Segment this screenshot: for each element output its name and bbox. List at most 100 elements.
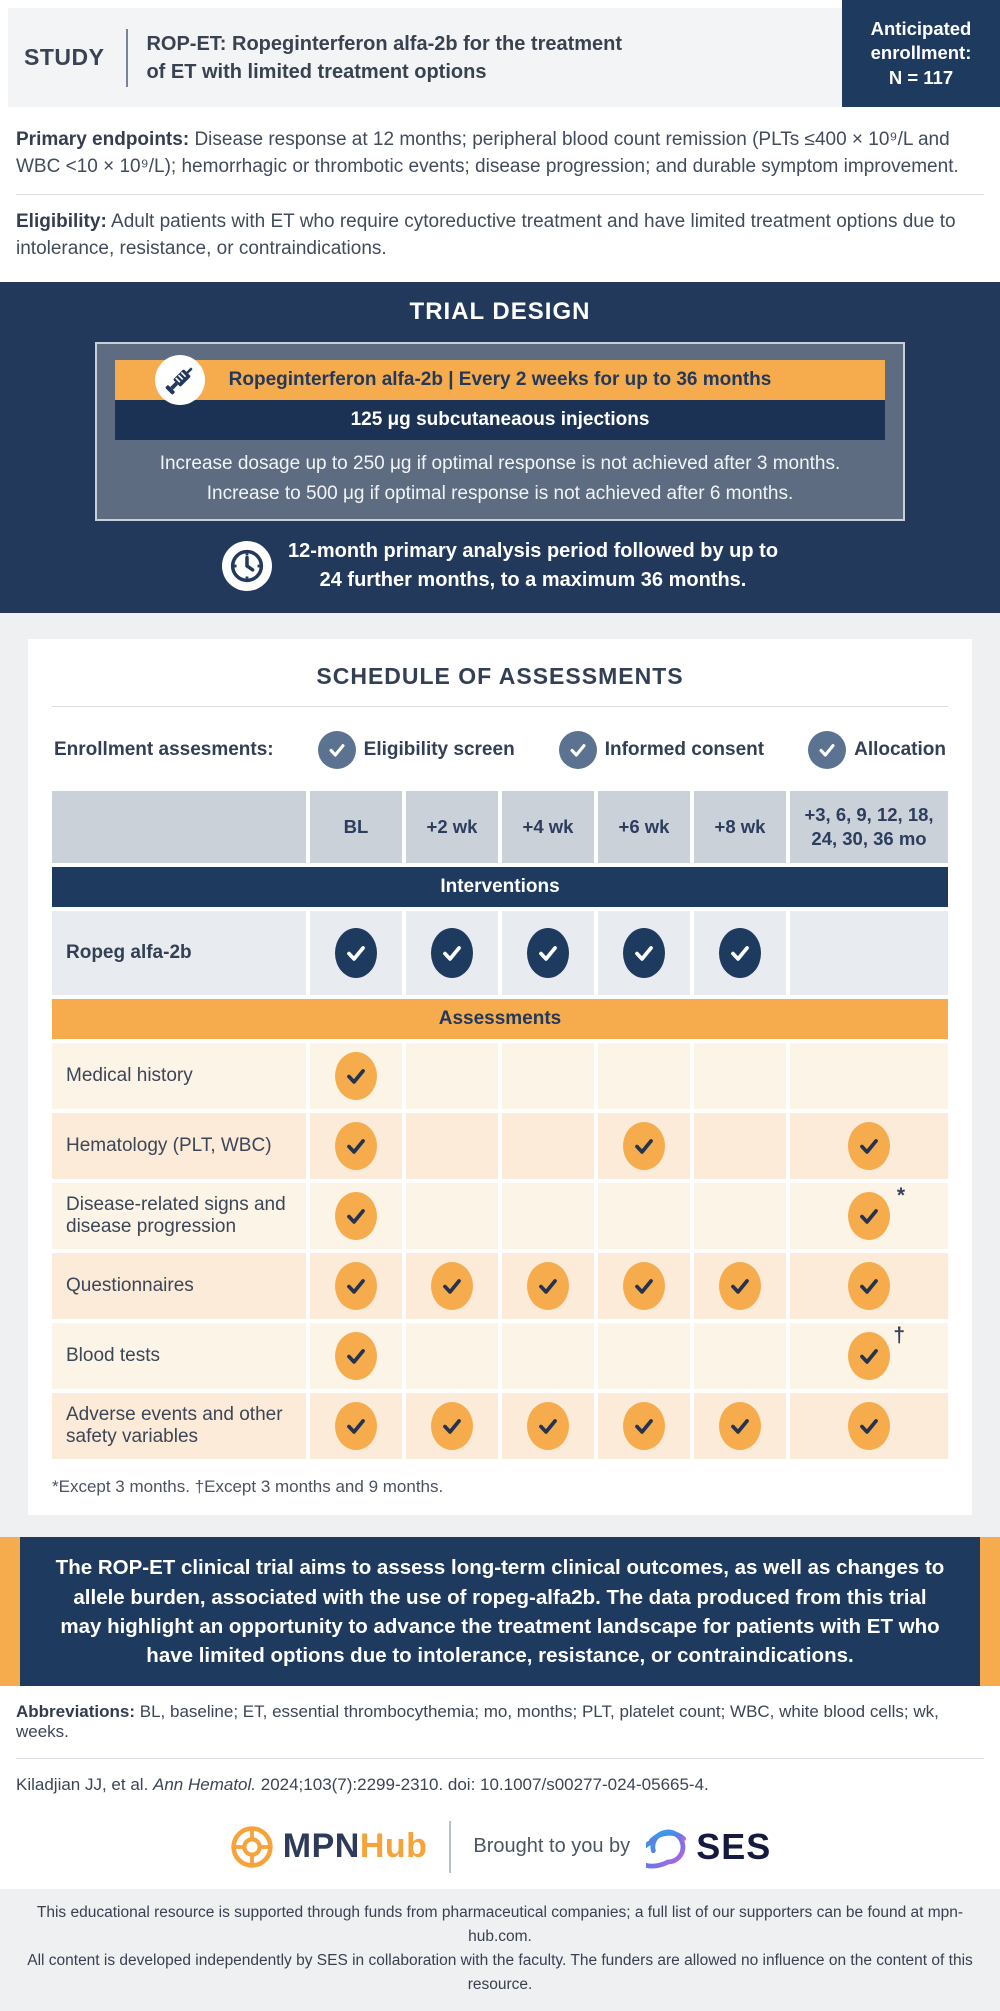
check-circle-icon xyxy=(558,731,597,770)
check-cell xyxy=(502,1043,594,1110)
check-cell xyxy=(406,1393,498,1460)
check-cell xyxy=(694,1113,786,1180)
check-cell xyxy=(598,1323,690,1390)
divider xyxy=(16,1757,984,1759)
check-cell xyxy=(598,1183,690,1250)
abbreviations-label: Abbreviations: xyxy=(16,1701,136,1721)
check-cell xyxy=(502,1253,594,1320)
check-cell xyxy=(502,911,594,996)
check-icon xyxy=(431,928,473,979)
check-cell xyxy=(694,1393,786,1460)
check-icon xyxy=(431,1402,473,1451)
reference: Kiladjian JJ, et al. Ann Hematol. 2024;1… xyxy=(0,1771,1000,1809)
abbreviations-text: BL, baseline; ET, essential thrombocythe… xyxy=(16,1701,939,1741)
assessments-band: Assessments xyxy=(52,999,948,1040)
check-cell xyxy=(406,1253,498,1320)
check-cell xyxy=(598,1043,690,1110)
header-divider xyxy=(126,28,129,87)
check-icon xyxy=(527,1262,569,1311)
dose-bar: 125 μg subcutaneaous injections xyxy=(115,400,885,441)
primary-endpoints-label: Primary endpoints: xyxy=(16,129,190,150)
clock-icon xyxy=(221,541,272,592)
schedule-section: SCHEDULE OF ASSESSMENTS Enrollment asses… xyxy=(0,613,1000,1538)
enrollment-badge: Anticipated enrollment: N = 117 xyxy=(842,0,1000,107)
check-wrap xyxy=(623,1262,665,1311)
enrollment-badge-line3: N = 117 xyxy=(888,66,954,88)
check-cell xyxy=(598,1113,690,1180)
eligibility-text: Adult patients with ET who require cytor… xyxy=(16,211,956,259)
enrollment-badge-line1: Anticipated xyxy=(870,18,972,40)
check-cell xyxy=(790,1113,948,1180)
enrollment-badge-line2: enrollment: xyxy=(870,42,972,64)
eligibility-label: Eligibility: xyxy=(16,211,107,233)
enrollment-item-label: Eligibility screen xyxy=(363,739,515,761)
check-cell xyxy=(694,1043,786,1110)
enrollment-item-label: Informed consent xyxy=(604,739,765,761)
row-label: Disease-related signs and disease progre… xyxy=(52,1183,306,1250)
check-wrap xyxy=(335,1262,377,1311)
check-cell xyxy=(310,1043,402,1110)
check-icon xyxy=(335,1052,377,1101)
check-circle-icon xyxy=(808,731,847,770)
check-icon xyxy=(335,1262,377,1311)
mpn-word: MPN xyxy=(282,1827,360,1866)
row-label: Adverse events and other safety variable… xyxy=(52,1393,306,1460)
table-header-col-2: +4 wk xyxy=(502,791,594,864)
logo-divider xyxy=(449,1820,452,1873)
check-cell xyxy=(310,911,402,996)
check-cell xyxy=(502,1113,594,1180)
check-cell xyxy=(406,1043,498,1110)
check-wrap xyxy=(335,1122,377,1171)
analysis-note: 12-month primary analysis period followe… xyxy=(288,537,778,595)
check-wrap: * xyxy=(848,1184,905,1241)
check-icon xyxy=(431,1262,473,1311)
ses-swirl-icon xyxy=(646,1829,687,1869)
check-wrap xyxy=(623,1402,665,1451)
page-title: ROP-ET: Ropeginterferon alfa-2b for the … xyxy=(146,30,622,86)
ses-logo: SES xyxy=(646,1825,771,1869)
check-wrap xyxy=(431,1402,473,1451)
table-header-col-1: +2 wk xyxy=(406,791,498,864)
check-icon xyxy=(335,1402,377,1451)
check-cell: * xyxy=(790,1183,948,1250)
check-icon xyxy=(335,928,377,979)
check-icon xyxy=(335,1332,377,1381)
table-header-empty xyxy=(52,791,306,864)
check-wrap xyxy=(527,1262,569,1311)
footnote-marker: * xyxy=(896,1184,905,1208)
syringe-icon xyxy=(155,355,205,406)
check-cell xyxy=(598,911,690,996)
enrollment-item-label: Allocation xyxy=(854,739,946,761)
ses-wordmark: SES xyxy=(696,1825,772,1867)
footer-disclaimer: This educational resource is supported t… xyxy=(0,1888,1000,2011)
check-cell xyxy=(598,1253,690,1320)
check-circle-icon xyxy=(317,731,356,770)
divider xyxy=(52,706,948,708)
footnote-marker: † xyxy=(893,1324,905,1348)
check-wrap xyxy=(335,1402,377,1451)
table-header-col-3: +6 wk xyxy=(598,791,690,864)
trial-design-box: Ropeginterferon alfa-2b | Every 2 weeks … xyxy=(95,342,905,522)
check-cell xyxy=(310,1393,402,1460)
check-cell xyxy=(694,1323,786,1390)
check-icon xyxy=(848,1332,890,1381)
schedule-title: SCHEDULE OF ASSESSMENTS xyxy=(316,663,684,690)
check-cell xyxy=(406,1113,498,1180)
check-icon xyxy=(719,1402,761,1451)
row-label: Hematology (PLT, WBC) xyxy=(52,1113,306,1180)
schedule-card: SCHEDULE OF ASSESSMENTS Enrollment asses… xyxy=(28,639,972,1516)
primary-endpoints-text: Disease response at 12 months; periphera… xyxy=(16,129,959,177)
drug-bar-text: Ropeginterferon alfa-2b | Every 2 weeks … xyxy=(228,369,772,391)
check-cell xyxy=(310,1253,402,1320)
primary-endpoints: Primary endpoints: Disease response at 1… xyxy=(16,127,984,180)
summary-section: Primary endpoints: Disease response at 1… xyxy=(0,107,1000,282)
callout-text: The ROP-ET clinical trial aims to assess… xyxy=(20,1537,980,1686)
page-title-line1: ROP-ET: Ropeginterferon alfa-2b for the … xyxy=(146,32,623,55)
check-wrap xyxy=(335,1192,377,1241)
header-band: STUDY ROP-ET: Ropeginterferon alfa-2b fo… xyxy=(8,8,992,107)
check-cell xyxy=(694,1183,786,1250)
reference-details: 2024;103(7):2299-2310. doi: 10.1007/s002… xyxy=(256,1774,709,1794)
check-icon xyxy=(623,1402,665,1451)
brought-to-you-by: Brought to you by xyxy=(473,1835,631,1858)
